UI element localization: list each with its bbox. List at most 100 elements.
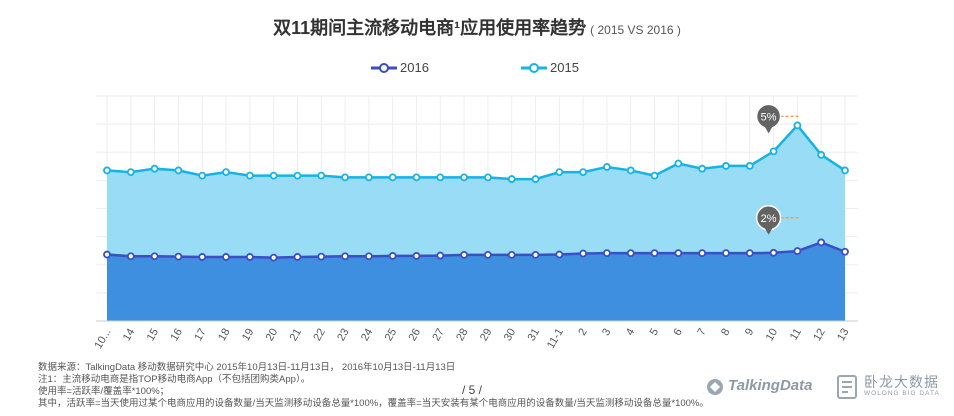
x-tick-label: 14 — [121, 327, 138, 344]
point-2015 — [698, 164, 707, 173]
footer-note1: 注1：主流移动电商是指TOP移动电商App（不包括团购类App）。 — [38, 374, 311, 385]
x-tick-label: 26 — [407, 327, 424, 344]
x-tick-label: 24 — [359, 327, 376, 344]
point-2016 — [222, 253, 230, 261]
point-2016 — [698, 249, 707, 258]
legend-label-2015: 2015 — [550, 60, 579, 75]
wolong-logo-subtext: WOLONG BIG DATA — [864, 390, 940, 397]
point-2016 — [317, 252, 326, 261]
point-2016 — [793, 247, 802, 255]
point-2015 — [793, 121, 802, 130]
line-2015 — [106, 123, 846, 181]
point-2015 — [484, 173, 492, 182]
point-2016 — [364, 252, 373, 261]
x-tick-label: 7 — [695, 327, 708, 338]
point-2016 — [269, 253, 278, 262]
point-2015 — [245, 171, 254, 180]
footer-notes: 数据来源：TalkingData 移动数据研究中心 2015年10月13日-11… — [38, 362, 709, 410]
x-tick-label: 2 — [576, 327, 589, 338]
point-2016 — [769, 248, 778, 257]
line-2016 — [106, 241, 846, 259]
point-2016 — [412, 252, 421, 260]
x-tick-label: 16 — [169, 327, 186, 344]
legend-label-2016: 2016 — [400, 60, 429, 75]
area-2016 — [107, 242, 845, 321]
point-2015 — [841, 166, 849, 175]
annotation-label: 2% — [761, 213, 777, 225]
point-2015 — [626, 166, 635, 175]
point-2015 — [150, 164, 159, 173]
x-tick-label: 11 — [788, 327, 804, 343]
point-2015 — [293, 171, 302, 180]
x-tick-label: 22 — [311, 327, 328, 344]
x-tick-label: 19 — [240, 327, 257, 344]
x-tick-label: 18 — [216, 327, 233, 344]
legend-swatch-2016 — [371, 63, 397, 73]
point-2016 — [555, 250, 564, 259]
point-2016 — [436, 251, 445, 260]
point-2016 — [174, 252, 183, 261]
point-2015 — [364, 173, 373, 182]
x-tick-label: 30 — [502, 327, 519, 344]
footer-source: 数据来源：TalkingData 移动数据研究中心 2015年10月13日-11… — [38, 362, 456, 373]
page-number: / 5 / — [462, 383, 483, 397]
x-tick-label: 27 — [430, 327, 447, 344]
x-tick-label: 17 — [192, 327, 209, 344]
footer-note2: 使用率=活跃率/覆盖率*100%； — [38, 386, 170, 397]
point-2015 — [769, 147, 778, 156]
point-2016 — [198, 253, 207, 261]
legend-swatch-2015 — [521, 63, 547, 73]
point-2015 — [603, 163, 611, 171]
point-2015 — [722, 162, 730, 170]
point-2015 — [269, 171, 278, 180]
point-2015 — [674, 159, 683, 168]
point-2016 — [126, 252, 135, 261]
x-tick-label: 12 — [811, 327, 828, 344]
x-tick-label: 15 — [145, 327, 162, 344]
point-2016 — [103, 250, 111, 259]
talkingdata-logo-text: TalkingData — [728, 377, 813, 394]
point-2015 — [126, 168, 135, 177]
x-tick-label: 28 — [454, 327, 471, 344]
point-2016 — [293, 253, 302, 261]
point-2015 — [650, 171, 659, 180]
point-2015 — [103, 166, 111, 175]
point-2015 — [817, 150, 826, 159]
point-2015 — [579, 168, 588, 177]
x-tick-label: 31 — [526, 327, 543, 344]
point-2015 — [507, 175, 516, 183]
point-2016 — [650, 249, 659, 258]
x-tick-label: 21 — [288, 327, 305, 344]
x-tick-label: 20 — [264, 327, 281, 344]
x-tick-label: 10... — [93, 327, 114, 352]
x-tick-label: 5 — [648, 327, 661, 338]
x-tick-label: 8 — [719, 327, 732, 338]
point-2016 — [841, 247, 849, 256]
point-2015 — [436, 173, 445, 182]
x-tick-label: 23 — [335, 327, 352, 344]
point-2016 — [579, 249, 588, 258]
point-2015 — [174, 166, 183, 175]
point-2016 — [674, 249, 683, 258]
x-tick-label: 29 — [478, 327, 495, 344]
x-tick-label: 13 — [835, 327, 852, 344]
wolong-logo-icon — [837, 375, 857, 399]
annotation-pointer — [764, 126, 773, 134]
chart-title: 双11期间主流移动电商¹应用使用率趋势( 2015 VS 2016 ) — [0, 14, 954, 40]
point-2016 — [245, 253, 254, 261]
point-2015 — [222, 168, 230, 177]
point-2016 — [817, 238, 826, 247]
point-2016 — [341, 252, 349, 261]
point-2015 — [198, 171, 207, 180]
point-2015 — [460, 173, 468, 182]
point-2015 — [555, 168, 564, 177]
x-tick-label: 6 — [671, 327, 684, 338]
point-2016 — [603, 249, 611, 258]
point-2016 — [484, 250, 492, 259]
point-2015 — [745, 162, 754, 170]
x-tick-label: 10 — [764, 327, 781, 344]
annotation-pointer — [764, 227, 773, 235]
point-2016 — [150, 252, 159, 261]
chart-title-main: 双11期间主流移动电商¹应用使用率趋势 — [273, 18, 587, 38]
